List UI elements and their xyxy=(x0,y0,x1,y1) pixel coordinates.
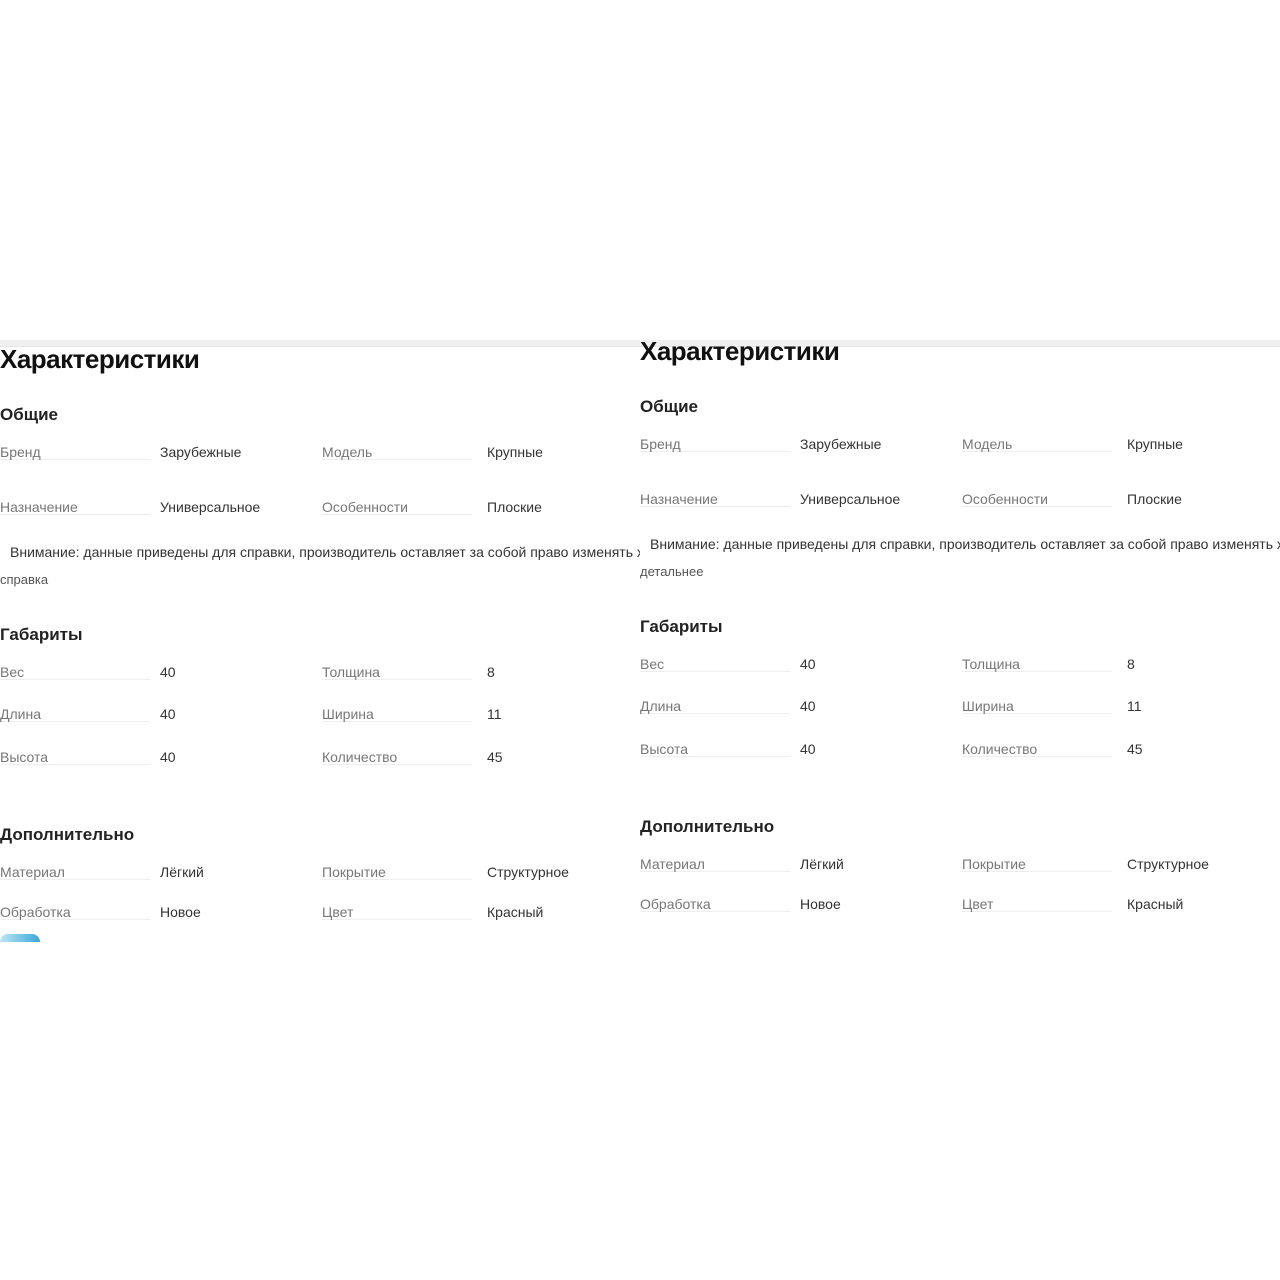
spec-value: Универсальное xyxy=(160,499,261,515)
spec-row: Бренд Зарубежные Модель Крупные xyxy=(640,437,1280,467)
spec-row: Вес 40 Толщина 8 xyxy=(640,657,1280,687)
spec-value: 40 xyxy=(800,698,816,714)
spec-value: Плоские xyxy=(487,499,542,515)
spec-label: Обработка xyxy=(640,897,790,912)
spec-label: Особенности xyxy=(322,500,472,515)
disclaimer-text: Внимание: данные приведены для справки, … xyxy=(10,545,640,559)
footnote: справка xyxy=(0,572,49,587)
spec-value: 45 xyxy=(1127,741,1143,757)
spec-value: Лёгкий xyxy=(160,864,204,880)
page-title: Характеристики xyxy=(0,344,200,374)
spec-value: 40 xyxy=(160,664,176,680)
spec-value: 8 xyxy=(1127,656,1135,672)
spec-panel: Характеристики Общие Бренд Зарубежные Модель… xyxy=(0,344,640,942)
spec-value: Зарубежные xyxy=(160,444,242,460)
disclaimer-body: Внимание: данные приведены для справки, … xyxy=(650,536,1280,552)
spec-row: Вес 40 Толщина 8 xyxy=(0,665,640,695)
spec-value: Структурное xyxy=(487,864,569,880)
footnote: детальнее xyxy=(640,564,704,579)
spec-label: Покрытие xyxy=(322,865,472,880)
spec-value: Крупные xyxy=(487,444,543,460)
spec-value: Новое xyxy=(160,904,201,920)
spec-row: Материал Лёгкий Покрытие Структурное xyxy=(0,865,640,895)
spec-label: Модель xyxy=(962,437,1112,452)
spec-label: Материал xyxy=(0,865,150,880)
spec-value: Красный xyxy=(1127,896,1184,912)
spec-value: 40 xyxy=(160,706,176,722)
spec-label: Толщина xyxy=(322,665,472,680)
spec-row: Назначение Универсальное Особенности Плоски… xyxy=(640,492,1280,522)
spec-row: Обработка Новое Цвет Красный xyxy=(640,897,1280,927)
spec-label: Назначение xyxy=(640,492,790,507)
spec-value: 40 xyxy=(800,741,816,757)
loading-indicator xyxy=(0,934,40,942)
spec-value: Зарубежные xyxy=(800,436,882,452)
top-divider xyxy=(0,340,1280,347)
spec-label: Вес xyxy=(640,657,790,672)
spec-row: Материал Лёгкий Покрытие Структурное xyxy=(640,857,1280,887)
spec-label: Высота xyxy=(0,750,150,765)
spec-value: 45 xyxy=(487,749,503,765)
spec-label: Количество xyxy=(962,742,1112,757)
spec-value: Лёгкий xyxy=(800,856,844,872)
spec-value: 11 xyxy=(1127,698,1142,714)
spec-label: Ширина xyxy=(962,699,1112,714)
page-title: Характеристики xyxy=(640,336,840,366)
spec-value: Крупные xyxy=(1127,436,1183,452)
spec-value: 11 xyxy=(487,706,502,722)
spec-label: Количество xyxy=(322,750,472,765)
spec-value: 8 xyxy=(487,664,495,680)
spec-row: Длина 40 Ширина 11 xyxy=(640,699,1280,729)
spec-value: Структурное xyxy=(1127,856,1209,872)
spec-panel: Характеристики Общие Бренд Зарубежные Модель… xyxy=(640,0,1280,1272)
spec-label: Ширина xyxy=(322,707,472,722)
spec-value: 40 xyxy=(800,656,816,672)
spec-value: Плоские xyxy=(1127,491,1182,507)
spec-label: Толщина xyxy=(962,657,1112,672)
spec-label: Длина xyxy=(640,699,790,714)
spec-label: Назначение xyxy=(0,500,150,515)
spec-row: Обработка Новое Цвет Красный xyxy=(0,905,640,935)
spec-label: Обработка xyxy=(0,905,150,920)
spec-value: Универсальное xyxy=(800,491,901,507)
spec-row: Высота 40 Количество 45 xyxy=(640,742,1280,772)
disclaimer-body: Внимание: данные приведены для справки, … xyxy=(10,544,640,560)
spec-label: Особенности xyxy=(962,492,1112,507)
spec-label: Бренд xyxy=(640,437,790,452)
section-heading: Дополнительно xyxy=(640,817,775,836)
spec-row: Высота 40 Количество 45 xyxy=(0,750,640,780)
spec-row: Бренд Зарубежные Модель Крупные xyxy=(0,445,640,475)
spec-row: Назначение Универсальное Особенности Плоски… xyxy=(0,500,640,530)
spec-label: Бренд xyxy=(0,445,150,460)
spec-label: Длина xyxy=(0,707,150,722)
section-heading: Общие xyxy=(0,405,58,424)
spec-label: Покрытие xyxy=(962,857,1112,872)
spec-label: Вес xyxy=(0,665,150,680)
spec-label: Модель xyxy=(322,445,472,460)
spec-label: Высота xyxy=(640,742,790,757)
spec-label: Цвет xyxy=(962,897,1112,912)
section-heading: Габариты xyxy=(0,625,83,644)
section-heading: Общие xyxy=(640,397,698,416)
spec-label: Цвет xyxy=(322,905,472,920)
disclaimer-text: Внимание: данные приведены для справки, … xyxy=(650,537,1280,551)
spec-value: Красный xyxy=(487,904,544,920)
spec-value: 40 xyxy=(160,749,176,765)
spec-row: Длина 40 Ширина 11 xyxy=(0,707,640,737)
spec-label: Материал xyxy=(640,857,790,872)
section-heading: Дополнительно xyxy=(0,825,135,844)
spec-value: Новое xyxy=(800,896,841,912)
section-heading: Габариты xyxy=(640,617,723,636)
